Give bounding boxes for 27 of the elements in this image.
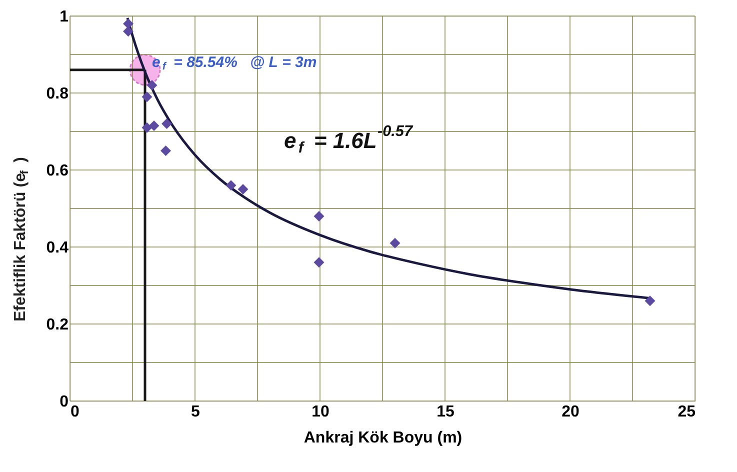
y-axis-title: Efektiflik Faktörü (ef ): [12, 157, 31, 322]
x-tick-label: 25: [678, 404, 696, 420]
y-tick-label: 0.2: [46, 316, 69, 334]
y-tick-label: 0.6: [46, 162, 69, 180]
x-tick-label: 15: [436, 404, 454, 420]
point: [238, 184, 248, 194]
point: [162, 118, 172, 130]
point: [226, 180, 236, 191]
y-tick-label: 1: [60, 8, 69, 26]
y-tick-label: 0.4: [46, 240, 69, 256]
x-axis-title: Ankraj Kök Boyu (m): [304, 430, 462, 446]
point: [314, 257, 324, 268]
x-tick-label: 5: [191, 404, 200, 420]
point: [390, 238, 400, 248]
point: [644, 296, 656, 306]
point: [123, 18, 134, 29]
point: [160, 146, 171, 156]
point: [148, 120, 160, 131]
point: [142, 122, 152, 133]
point: [142, 92, 152, 102]
x-tick-label: 10: [312, 404, 330, 420]
point: [146, 80, 158, 91]
point: [123, 26, 134, 37]
x-tick-label: 20: [562, 404, 580, 420]
x-tick-label: 0: [70, 404, 80, 420]
point: [314, 210, 324, 222]
y-tick-label: 0.8: [46, 86, 69, 102]
